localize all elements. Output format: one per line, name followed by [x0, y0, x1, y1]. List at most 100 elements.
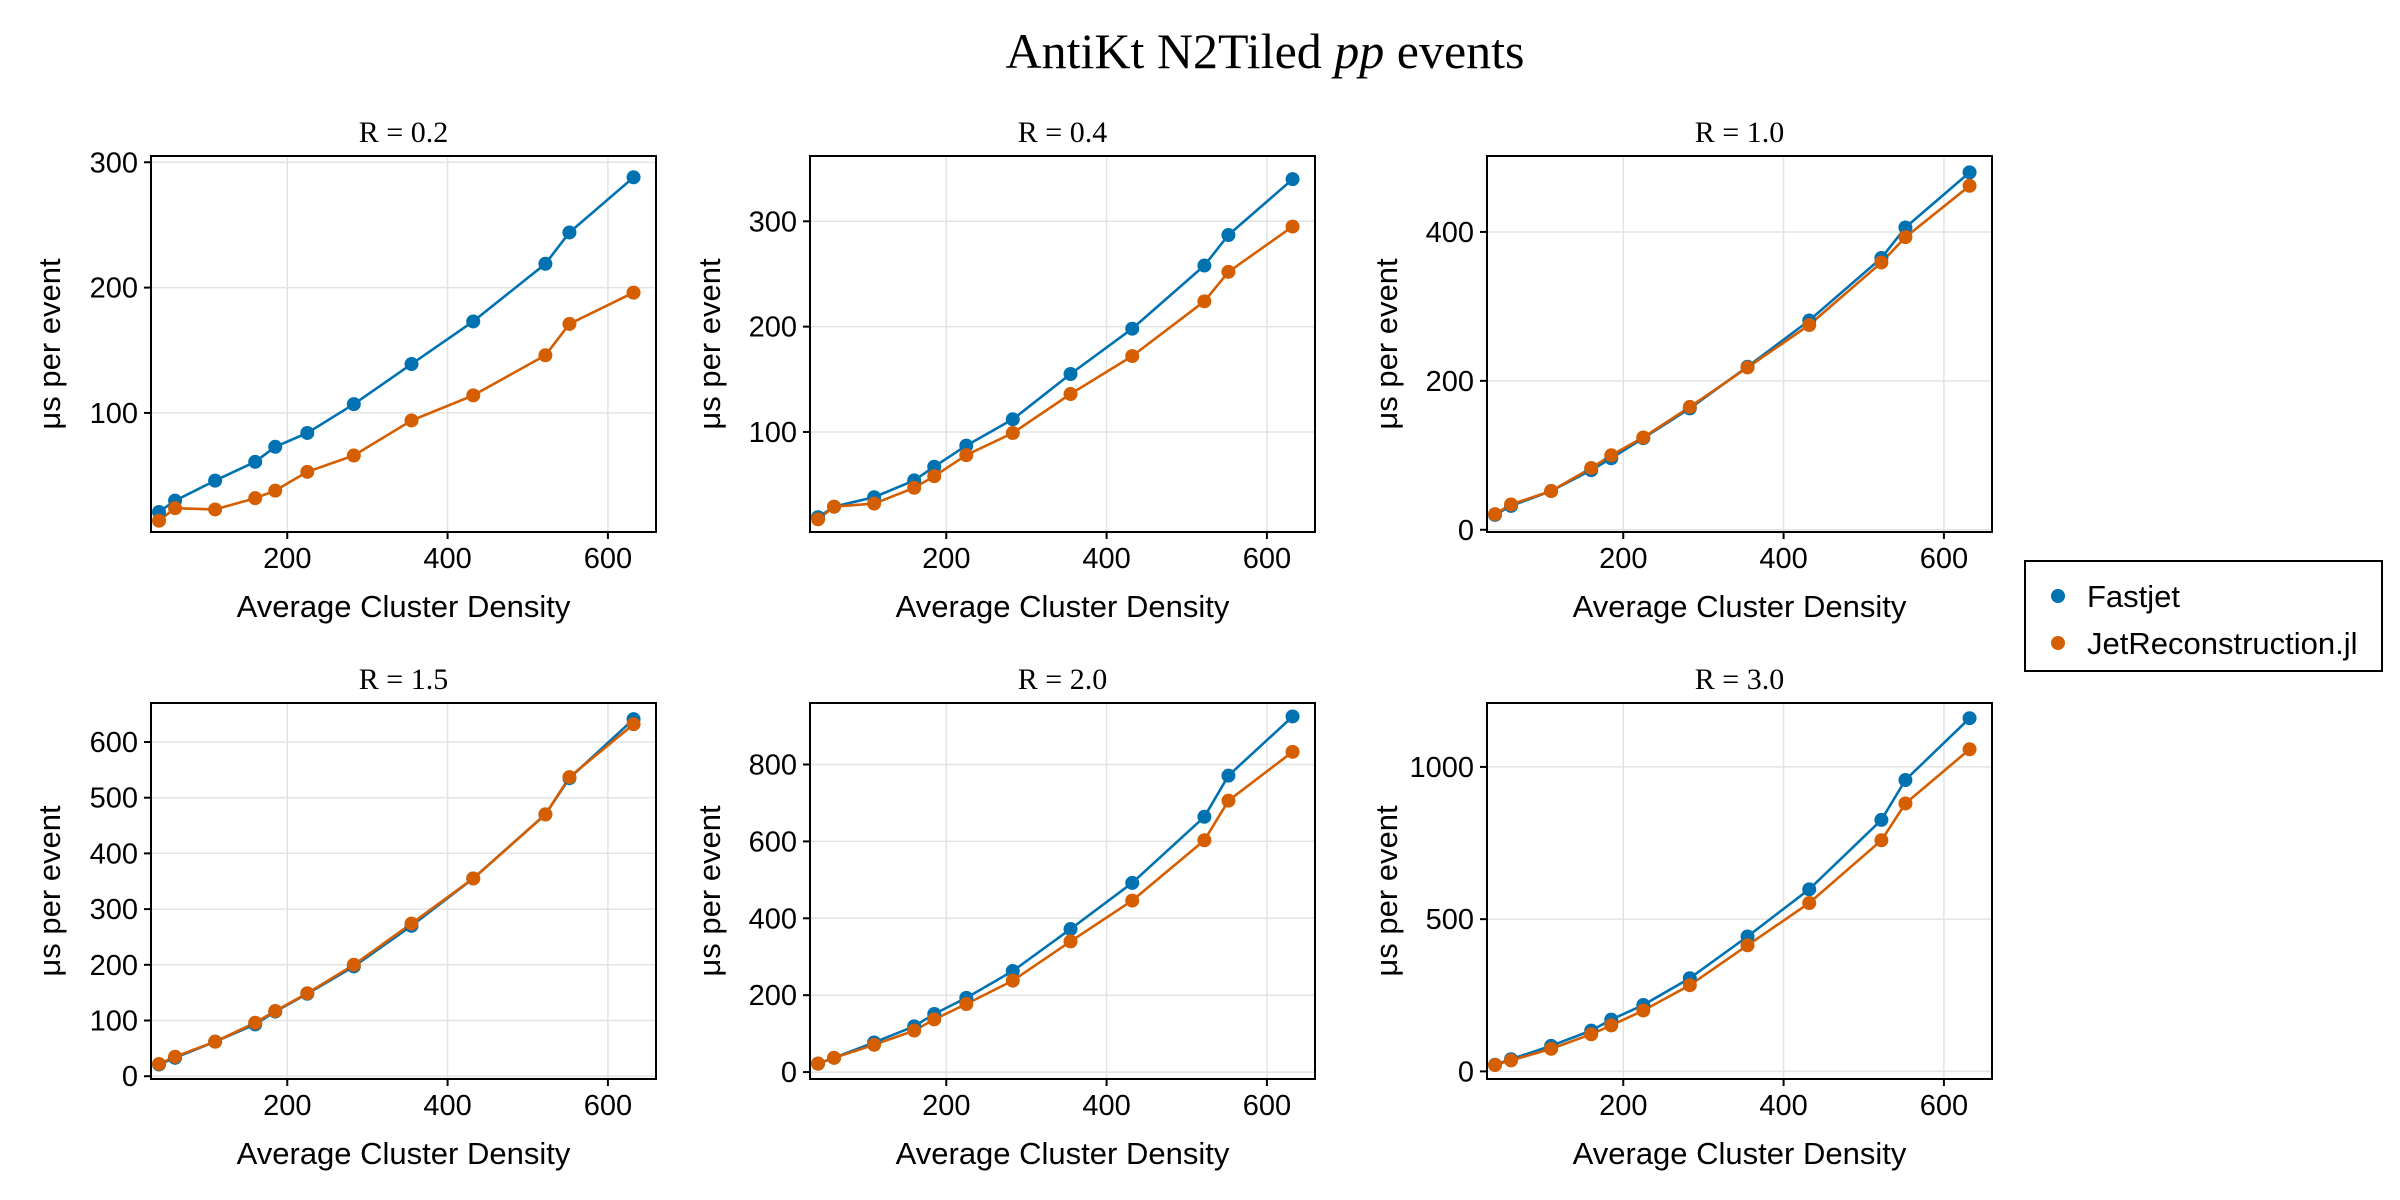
x-tick-label: 200	[922, 1090, 970, 1122]
data-point-fastjet	[1197, 809, 1212, 824]
panel-4: 200 400 600 0 100 200 300 400 500 600 R = 1.5 Avera…	[32, 663, 657, 1171]
data-point-fastjet	[1802, 882, 1817, 897]
data-point-jetreconstruction-jl	[208, 1034, 223, 1049]
figure-title-prefix: AntiKt N2Tiled	[1005, 23, 1335, 79]
y-tick-label: 100	[90, 1006, 138, 1038]
data-point-fastjet	[208, 473, 223, 488]
data-point-fastjet	[1221, 768, 1236, 783]
data-point-jetreconstruction-jl	[248, 1015, 263, 1030]
data-point-jetreconstruction-jl	[248, 491, 263, 506]
data-point-jetreconstruction-jl	[346, 448, 361, 463]
data-point-jetreconstruction-jl	[562, 316, 577, 331]
y-tick-label: 100	[749, 417, 797, 449]
data-point-fastjet	[1285, 709, 1300, 724]
data-point-jetreconstruction-jl	[1802, 318, 1817, 333]
data-point-jetreconstruction-jl	[466, 388, 481, 403]
data-point-fastjet	[562, 225, 577, 240]
data-point-jetreconstruction-jl	[1005, 973, 1020, 988]
plot-frame	[1486, 155, 1993, 533]
data-point-fastjet	[346, 397, 361, 412]
x-tick-label: 600	[1243, 1090, 1291, 1122]
data-point-fastjet	[1874, 812, 1889, 827]
data-point-fastjet	[1285, 172, 1300, 187]
data-point-jetreconstruction-jl	[927, 469, 942, 484]
figure-title-suffix: events	[1384, 23, 1525, 79]
plot-frame	[1486, 702, 1993, 1080]
x-tick-label: 600	[584, 543, 632, 575]
data-point-jetreconstruction-jl	[959, 997, 974, 1012]
data-point-jetreconstruction-jl	[404, 916, 419, 931]
data-point-jetreconstruction-jl	[268, 483, 283, 498]
x-tick-label: 400	[1759, 1090, 1807, 1122]
series-line-fastjet	[817, 178, 1294, 519]
data-point-jetreconstruction-jl	[1125, 349, 1140, 364]
data-point-jetreconstruction-jl	[300, 986, 315, 1001]
data-point-fastjet	[1125, 321, 1140, 336]
y-tick-label: 600	[90, 727, 138, 759]
data-point-fastjet	[248, 454, 263, 469]
y-tick-label: 0	[1458, 515, 1474, 547]
data-point-jetreconstruction-jl	[1740, 938, 1755, 953]
data-point-jetreconstruction-jl	[811, 512, 826, 527]
data-point-jetreconstruction-jl	[907, 480, 922, 495]
data-point-jetreconstruction-jl	[168, 501, 183, 516]
series-line-jetreconstruction-jl	[1494, 748, 1971, 1067]
y-tick-label: 300	[749, 206, 797, 238]
data-point-jetreconstruction-jl	[827, 499, 842, 514]
x-tick-label: 400	[1082, 543, 1130, 575]
legend-box	[2024, 560, 2383, 672]
panel-title: R = 3.0	[1695, 663, 1784, 696]
panel-title: R = 0.2	[359, 116, 448, 149]
data-point-jetreconstruction-jl	[1544, 1041, 1559, 1056]
figure-title-italic: pp	[1334, 23, 1385, 79]
data-point-jetreconstruction-jl	[1063, 387, 1078, 402]
series-line-fastjet	[158, 176, 635, 513]
legend-label-jetreconstruction-jl: JetReconstruction.jl	[2087, 626, 2358, 661]
data-point-jetreconstruction-jl	[1682, 978, 1697, 993]
data-point-jetreconstruction-jl	[626, 285, 641, 300]
data-point-jetreconstruction-jl	[1802, 896, 1817, 911]
data-point-fastjet	[1197, 258, 1212, 273]
y-tick-label: 0	[781, 1057, 797, 1089]
legend-marker-jetreconstruction-jl	[2051, 636, 2065, 650]
data-point-jetreconstruction-jl	[1874, 833, 1889, 848]
plot-frame	[150, 155, 657, 533]
data-point-jetreconstruction-jl	[1682, 399, 1697, 414]
data-point-jetreconstruction-jl	[1636, 430, 1651, 445]
x-tick-label: 200	[922, 543, 970, 575]
x-axis-label: Average Cluster Density	[1573, 1136, 1907, 1171]
data-point-jetreconstruction-jl	[268, 1004, 283, 1019]
legend-marker-fastjet	[2051, 589, 2065, 603]
legend: Fastjet JetReconstruction.jl	[2024, 560, 2383, 672]
y-tick-label: 800	[749, 750, 797, 782]
y-tick-label: 200	[1426, 366, 1474, 398]
series-line-fastjet	[1494, 171, 1971, 517]
data-point-jetreconstruction-jl	[152, 1056, 167, 1071]
y-tick-label: 600	[749, 826, 797, 858]
x-tick-label: 600	[1243, 543, 1291, 575]
data-point-jetreconstruction-jl	[1125, 893, 1140, 908]
x-tick-label: 200	[263, 1090, 311, 1122]
data-point-jetreconstruction-jl	[1584, 1027, 1599, 1042]
data-point-fastjet	[1063, 367, 1078, 382]
y-tick-label: 400	[1426, 217, 1474, 249]
panel-5: 200 400 600 0 200 400 600 800 R = 2.0 Average Clu…	[692, 663, 1316, 1171]
data-point-fastjet	[1898, 773, 1913, 788]
data-point-fastjet	[466, 314, 481, 329]
data-point-jetreconstruction-jl	[1063, 934, 1078, 949]
x-axis-label: Average Cluster Density	[237, 589, 571, 624]
data-point-jetreconstruction-jl	[1197, 294, 1212, 309]
y-axis-label: μs per event	[1369, 258, 1404, 430]
data-point-jetreconstruction-jl	[1740, 360, 1755, 375]
data-point-jetreconstruction-jl	[1962, 742, 1977, 757]
data-point-fastjet	[626, 170, 641, 185]
y-axis-label: μs per event	[1369, 805, 1404, 977]
data-point-fastjet	[1005, 963, 1020, 978]
series-line-jetreconstruction-jl	[817, 225, 1294, 521]
data-point-jetreconstruction-jl	[346, 957, 361, 972]
data-point-jetreconstruction-jl	[1584, 460, 1599, 475]
legend-label-fastjet: Fastjet	[2087, 579, 2180, 614]
plot-frame	[809, 702, 1316, 1080]
series-line-jetreconstruction-jl	[158, 723, 635, 1066]
data-point-jetreconstruction-jl	[1898, 230, 1913, 245]
